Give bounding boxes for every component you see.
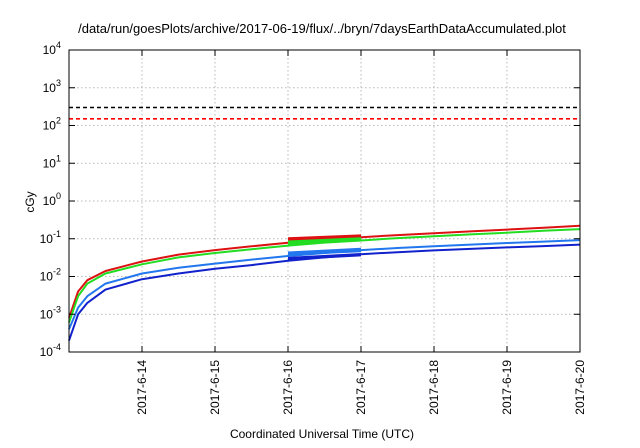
- y-axis-label: cGy: [23, 191, 37, 212]
- x-tick-label: 2017-6-20: [573, 360, 587, 415]
- y-tick-label: 10-2: [40, 267, 61, 284]
- highlight-band: [288, 237, 361, 245]
- x-tick-label: 2017-6-19: [500, 360, 514, 415]
- series-line: [68, 228, 581, 323]
- highlight-band: [288, 234, 361, 242]
- highlight-band: [288, 253, 361, 261]
- highlight-band: [288, 247, 361, 256]
- x-tick-label: 2017-6-16: [281, 360, 295, 415]
- y-tick-label: 10-1: [40, 229, 61, 246]
- y-tick-label: 10-4: [40, 342, 61, 359]
- y-tick-label: 100: [43, 191, 61, 208]
- chart-title: /data/run/goesPlots/archive/2017-06-19/f…: [78, 21, 566, 36]
- reference-lines: [69, 106, 580, 120]
- data-series: [68, 224, 581, 341]
- y-tick-label: 10-3: [40, 304, 61, 321]
- series-line: [68, 239, 581, 330]
- y-axis-ticks: 10-4 10-3 10-2 10-1 100 101 102 103 104: [40, 40, 580, 359]
- x-axis-ticks: 2017-6-14 2017-6-15 2017-6-16 2017-6-17 2017…: [135, 50, 587, 415]
- series-line: [68, 243, 581, 341]
- y-tick-label: 102: [43, 116, 61, 133]
- highlight-bands: [288, 234, 361, 261]
- x-tick-label: 2017-6-18: [427, 360, 441, 415]
- grid-lines: [69, 50, 580, 352]
- x-tick-label: 2017-6-17: [354, 360, 368, 415]
- y-tick-label: 104: [43, 40, 61, 57]
- x-axis-label: Coordinated Universal Time (UTC): [230, 427, 414, 441]
- x-tick-label: 2017-6-15: [208, 360, 222, 415]
- y-tick-label: 101: [43, 153, 61, 170]
- y-tick-label: 103: [43, 78, 61, 95]
- x-tick-label: 2017-6-14: [135, 360, 149, 415]
